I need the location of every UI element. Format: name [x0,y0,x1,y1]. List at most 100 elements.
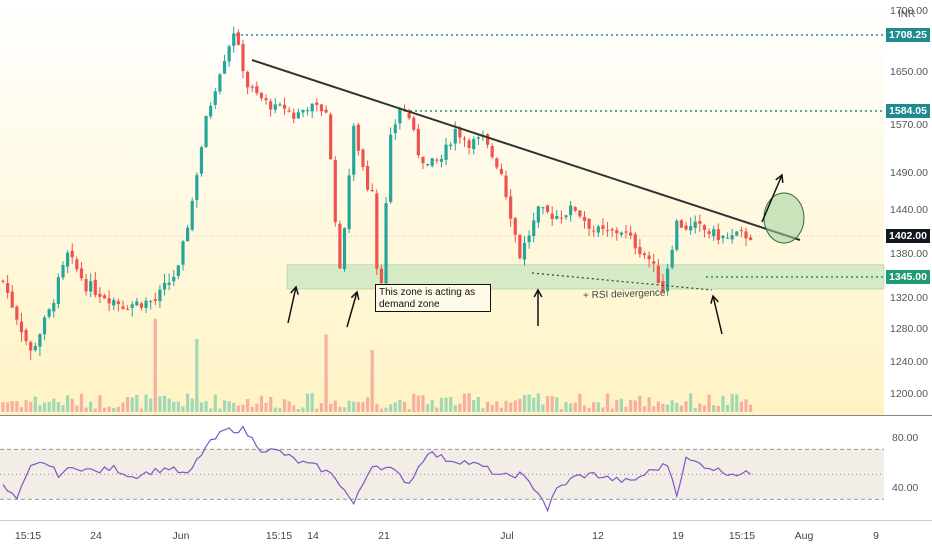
breakout-arrow [761,174,783,223]
candle-body [84,279,88,292]
candle-body [587,218,591,229]
volume-bar [33,396,37,412]
volume-bar [412,393,416,412]
volume-bar [652,406,656,412]
volume-bar [527,394,531,412]
volume-bar [453,405,457,412]
volume-bar [255,403,259,412]
up-arrow-2-head [350,290,360,300]
candle-body [513,218,517,235]
candle-body [693,221,697,228]
candle-body [555,215,559,219]
volume-bar [218,408,222,412]
candle-body [93,279,97,295]
volume-bar [509,402,513,412]
candle-body [398,108,402,124]
volume-bar [702,405,707,412]
up-arrow-2 [346,291,358,328]
price-pane-background [0,0,884,415]
price-axis-tick-label: 1440.00 [890,204,928,216]
volume-bar [439,397,444,412]
volume-bar [42,402,47,412]
candle-body [190,200,194,230]
candle-body [430,158,434,166]
volume-bar [38,405,42,412]
volume-bar [305,393,310,412]
price-tag-1345: 1345.00 [886,270,930,284]
candle-body [338,223,342,269]
price-axis-tick-label: 1200.00 [890,388,928,400]
price-axis-background [884,0,932,520]
volume-bar [430,399,434,412]
volume-bar [29,401,33,412]
volume-bar [301,407,305,412]
price-axis-tick-label: 1700.00 [890,5,928,17]
volume-bar [485,401,490,412]
volume-bar [121,402,125,412]
time-axis-tick-label: Aug [795,530,814,542]
candle-body [347,175,351,230]
volume-bar [375,403,379,412]
volume-bar [365,397,370,412]
volume-bar [6,402,10,412]
candle-body [356,124,360,151]
volume-bar [545,396,550,412]
volume-bar [499,407,504,412]
candle-body [292,112,296,119]
volume-bar [416,395,420,412]
candle-body [33,345,37,351]
volume-bar [425,404,430,412]
volume-bar [569,403,573,412]
volume-bar [656,401,660,412]
volume-bar [93,408,97,412]
down-pointing-arrow [712,295,723,335]
price-axis-tick-label: 1240.00 [890,356,928,368]
candle-body [462,138,467,140]
candle-body [647,255,651,260]
candle-body [232,33,236,46]
candle-body [642,253,647,256]
candle-body [278,104,282,106]
volume-bar [1,401,5,412]
volume-bar [536,393,540,412]
price-axis-tick-label: 1490.00 [890,167,928,179]
candle-body [365,165,370,190]
volume-bar [144,394,148,412]
candle-body [615,230,619,234]
candle-body [301,109,305,113]
candle-body [532,220,536,236]
rsi-axis-tick-label: 40.00 [892,482,918,494]
candle-body [172,276,176,282]
volume-bar [319,403,324,412]
volume-bar [112,407,116,412]
candle-body [504,175,508,197]
volume-bar [592,402,596,412]
candle-body [393,124,397,134]
volume-bar [725,404,730,412]
time-axis-tick-label: 19 [672,530,684,542]
candle-body [569,205,573,216]
candle-body [749,237,753,241]
volume-bar [195,339,199,412]
volume-bar [70,398,74,412]
candle-body [79,268,84,279]
volume-bar [633,400,637,412]
volume-bar [647,397,651,412]
volume-bar [172,401,176,412]
volume-bar [601,407,605,412]
price-axis-tick-label: 1320.00 [890,292,928,304]
volume-bar [47,401,51,412]
volume-bar [693,408,697,412]
candle-body [158,289,162,302]
volume-bar [273,407,277,412]
candle-body [716,229,720,241]
price-tag-1402: 1402.00 [886,229,930,243]
volume-bar [338,406,342,412]
volume-bar [98,395,102,412]
candle-body [1,280,5,282]
candle-body [273,104,277,110]
candle-body [624,231,628,233]
volume-bar [435,407,439,412]
